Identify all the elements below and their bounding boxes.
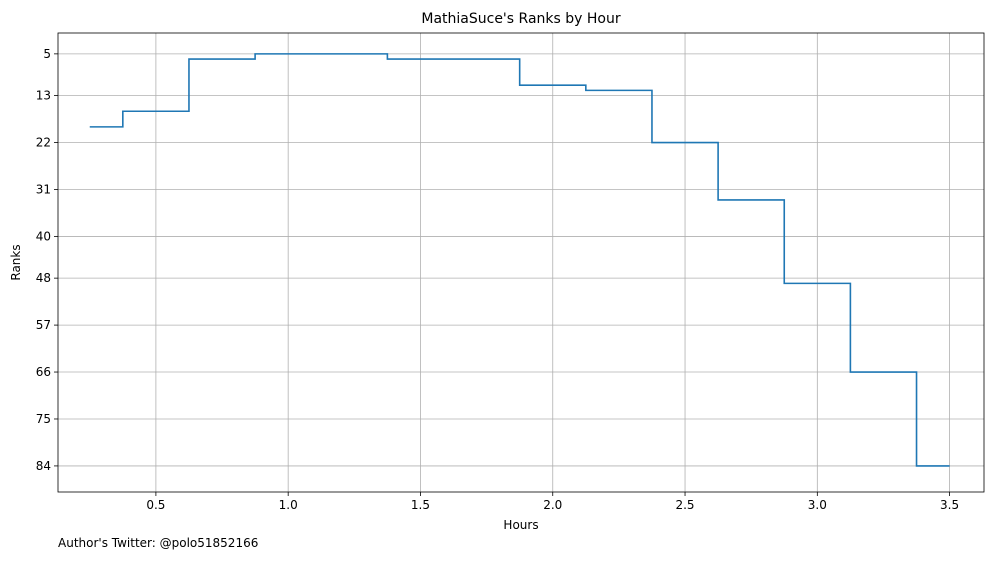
x-axis-title: Hours bbox=[503, 518, 538, 532]
y-tick-label: 40 bbox=[36, 229, 51, 243]
y-tick-label: 66 bbox=[36, 365, 51, 379]
chart-title: MathiaSuce's Ranks by Hour bbox=[421, 11, 620, 27]
plot-frame bbox=[57, 32, 985, 493]
x-tick-label: 2.0 bbox=[543, 498, 562, 512]
x-tick-label: 2.5 bbox=[675, 498, 694, 512]
y-tick-label: 75 bbox=[36, 412, 51, 426]
x-tick-label: 1.0 bbox=[279, 498, 298, 512]
y-tick-label: 48 bbox=[36, 271, 51, 285]
x-tick-label: 1.5 bbox=[411, 498, 430, 512]
x-tick-label: 0.5 bbox=[146, 498, 165, 512]
y-axis-ticks: 5 13 22 31 40 48 57 66 75 84 bbox=[36, 47, 58, 473]
x-axis-ticks: 0.5 1.0 1.5 2.0 2.5 3.0 3.5 bbox=[146, 492, 959, 512]
y-tick-label: 31 bbox=[36, 182, 51, 196]
x-tick-label: 3.5 bbox=[940, 498, 959, 512]
y-tick-label: 22 bbox=[36, 136, 51, 150]
rank-step-line bbox=[89, 53, 950, 467]
y-tick-label: 5 bbox=[43, 47, 51, 61]
author-twitter-note: Author's Twitter: @polo51852166 bbox=[58, 536, 259, 550]
y-tick-label: 57 bbox=[36, 318, 51, 332]
y-tick-label: 84 bbox=[36, 459, 51, 473]
y-axis-title: Ranks bbox=[9, 244, 23, 280]
x-tick-label: 3.0 bbox=[808, 498, 827, 512]
y-tick-label: 13 bbox=[36, 89, 51, 103]
grid-lines bbox=[58, 33, 984, 492]
